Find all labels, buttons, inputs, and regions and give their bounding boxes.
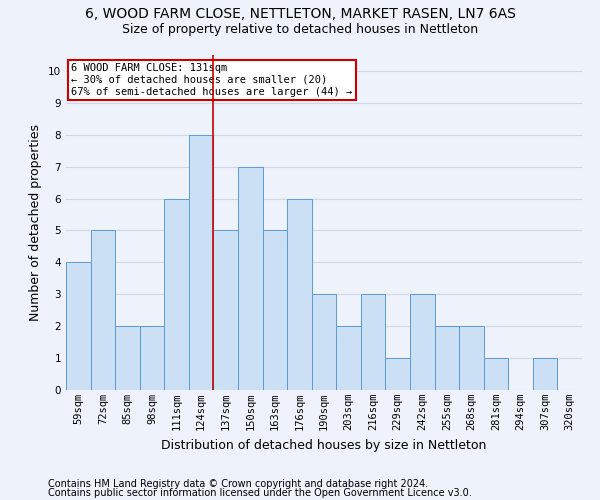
- Bar: [189, 135, 214, 390]
- Bar: [459, 326, 484, 390]
- Bar: [385, 358, 410, 390]
- Bar: [312, 294, 336, 390]
- Bar: [410, 294, 434, 390]
- Bar: [115, 326, 140, 390]
- Bar: [164, 198, 189, 390]
- X-axis label: Distribution of detached houses by size in Nettleton: Distribution of detached houses by size …: [161, 438, 487, 452]
- Y-axis label: Number of detached properties: Number of detached properties: [29, 124, 43, 321]
- Text: Contains public sector information licensed under the Open Government Licence v3: Contains public sector information licen…: [48, 488, 472, 498]
- Bar: [336, 326, 361, 390]
- Bar: [484, 358, 508, 390]
- Bar: [263, 230, 287, 390]
- Text: 6 WOOD FARM CLOSE: 131sqm
← 30% of detached houses are smaller (20)
67% of semi-: 6 WOOD FARM CLOSE: 131sqm ← 30% of detac…: [71, 64, 352, 96]
- Bar: [361, 294, 385, 390]
- Bar: [287, 198, 312, 390]
- Bar: [140, 326, 164, 390]
- Bar: [434, 326, 459, 390]
- Bar: [238, 166, 263, 390]
- Text: 6, WOOD FARM CLOSE, NETTLETON, MARKET RASEN, LN7 6AS: 6, WOOD FARM CLOSE, NETTLETON, MARKET RA…: [85, 8, 515, 22]
- Bar: [214, 230, 238, 390]
- Text: Contains HM Land Registry data © Crown copyright and database right 2024.: Contains HM Land Registry data © Crown c…: [48, 479, 428, 489]
- Bar: [91, 230, 115, 390]
- Text: Size of property relative to detached houses in Nettleton: Size of property relative to detached ho…: [122, 22, 478, 36]
- Bar: [66, 262, 91, 390]
- Bar: [533, 358, 557, 390]
